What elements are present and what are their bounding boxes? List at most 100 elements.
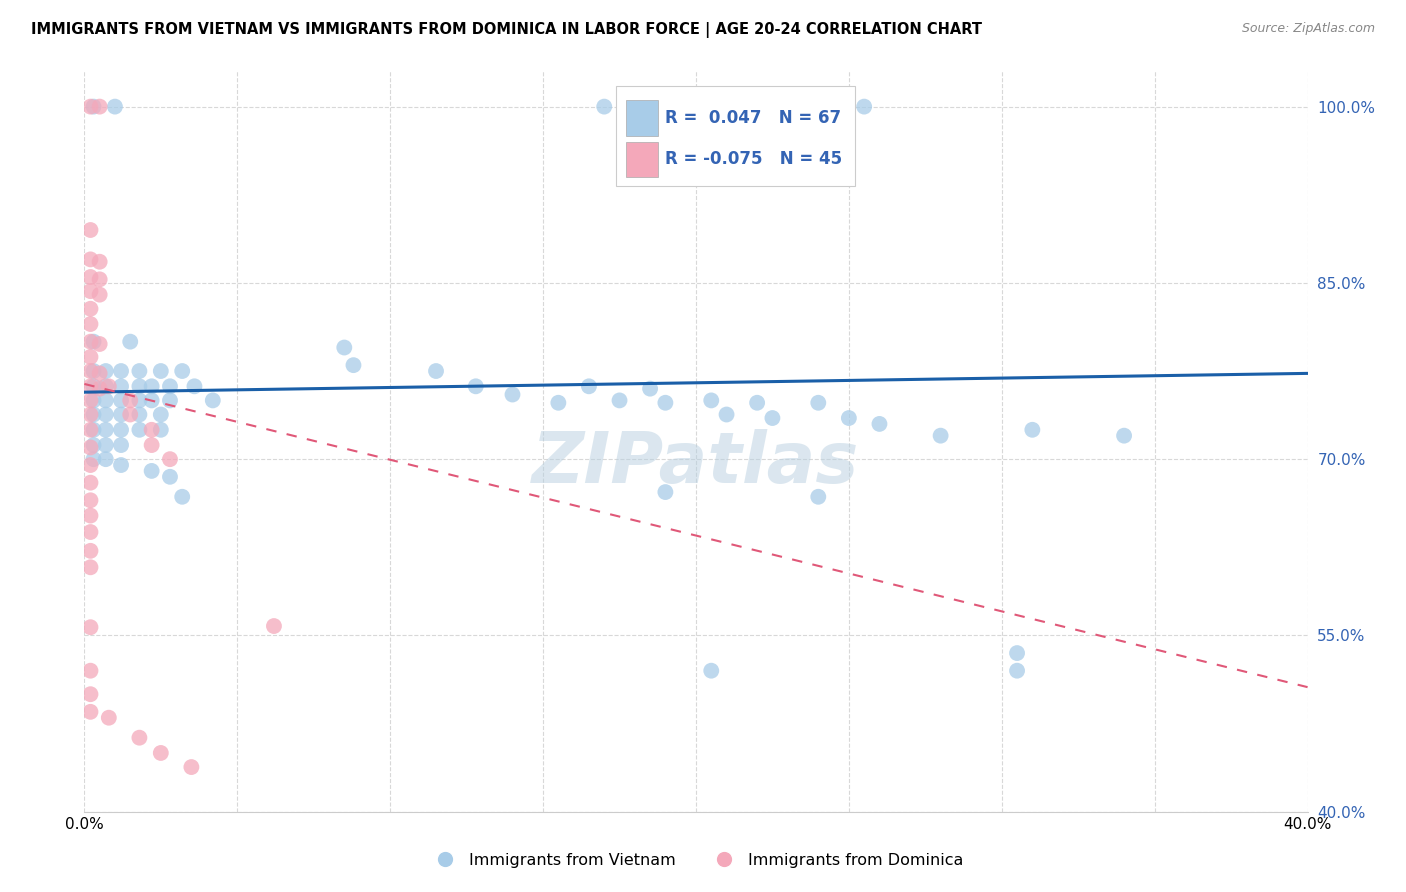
FancyBboxPatch shape: [626, 142, 658, 178]
Point: [141, 393, 163, 408]
Point: [79, 458, 101, 472]
FancyBboxPatch shape: [626, 100, 658, 136]
Point: [183, 379, 205, 393]
Point: [425, 364, 447, 378]
Point: [853, 100, 876, 114]
Point: [83, 393, 105, 408]
Point: [79, 620, 101, 634]
Point: [149, 423, 172, 437]
Point: [79, 508, 101, 523]
Point: [89, 254, 111, 268]
Point: [1005, 664, 1028, 678]
Point: [547, 396, 569, 410]
Point: [89, 287, 111, 301]
Point: [94, 393, 117, 408]
Legend: Immigrants from Vietnam, Immigrants from Dominica: Immigrants from Vietnam, Immigrants from…: [423, 847, 969, 874]
Point: [120, 393, 142, 408]
Point: [79, 270, 101, 285]
Point: [141, 423, 163, 437]
Point: [94, 423, 117, 437]
Point: [89, 272, 111, 286]
Point: [79, 223, 101, 237]
Point: [141, 438, 163, 452]
Point: [502, 387, 524, 401]
Point: [94, 408, 117, 422]
Text: R = -0.075   N = 45: R = -0.075 N = 45: [665, 151, 842, 169]
Point: [79, 544, 101, 558]
Point: [869, 417, 891, 431]
Point: [1005, 646, 1028, 660]
Point: [110, 458, 132, 472]
Point: [79, 441, 101, 455]
Point: [807, 490, 830, 504]
Point: [79, 664, 101, 678]
Point: [110, 423, 132, 437]
Point: [79, 252, 101, 267]
Point: [83, 438, 105, 452]
Point: [929, 428, 952, 442]
Point: [79, 334, 101, 349]
Point: [79, 379, 101, 393]
Point: [79, 284, 101, 298]
Point: [159, 470, 181, 484]
Point: [700, 393, 723, 408]
Point: [141, 464, 163, 478]
Point: [79, 408, 101, 422]
Point: [638, 382, 661, 396]
Text: ZIPatlas: ZIPatlas: [533, 429, 859, 499]
Point: [104, 100, 127, 114]
Point: [149, 746, 172, 760]
Point: [654, 485, 676, 500]
Point: [1114, 428, 1136, 442]
Text: Source: ZipAtlas.com: Source: ZipAtlas.com: [1241, 22, 1375, 36]
Point: [201, 393, 224, 408]
Text: IMMIGRANTS FROM VIETNAM VS IMMIGRANTS FROM DOMINICA IN LABOR FORCE | AGE 20-24 C: IMMIGRANTS FROM VIETNAM VS IMMIGRANTS FR…: [31, 22, 981, 38]
Point: [263, 619, 285, 633]
Point: [110, 364, 132, 378]
Point: [83, 452, 105, 467]
Point: [83, 408, 105, 422]
Point: [83, 334, 105, 349]
Point: [128, 364, 150, 378]
Point: [79, 524, 101, 539]
Point: [89, 100, 111, 114]
Point: [110, 379, 132, 393]
Point: [172, 490, 194, 504]
Point: [110, 438, 132, 452]
Point: [89, 337, 111, 351]
Point: [79, 393, 101, 408]
Point: [79, 423, 101, 437]
Point: [464, 379, 486, 393]
Point: [79, 705, 101, 719]
Point: [94, 379, 117, 393]
Point: [83, 364, 105, 378]
FancyBboxPatch shape: [616, 87, 855, 186]
Point: [79, 301, 101, 316]
Point: [97, 711, 120, 725]
Point: [110, 393, 132, 408]
Point: [79, 100, 101, 114]
Point: [79, 317, 101, 331]
Point: [747, 396, 769, 410]
Point: [172, 364, 194, 378]
Point: [128, 408, 150, 422]
Point: [83, 379, 105, 393]
Point: [89, 382, 111, 396]
Text: R =  0.047   N = 67: R = 0.047 N = 67: [665, 109, 842, 127]
Point: [149, 364, 172, 378]
Point: [79, 350, 101, 364]
Point: [97, 379, 120, 393]
Point: [159, 452, 181, 467]
Point: [89, 367, 111, 381]
Point: [654, 396, 676, 410]
Point: [180, 760, 202, 774]
Point: [128, 393, 150, 408]
Point: [79, 560, 101, 574]
Point: [342, 358, 364, 372]
Point: [94, 438, 117, 452]
Point: [120, 408, 142, 422]
Point: [578, 379, 600, 393]
Point: [110, 408, 132, 422]
Point: [700, 664, 723, 678]
Point: [333, 341, 356, 355]
